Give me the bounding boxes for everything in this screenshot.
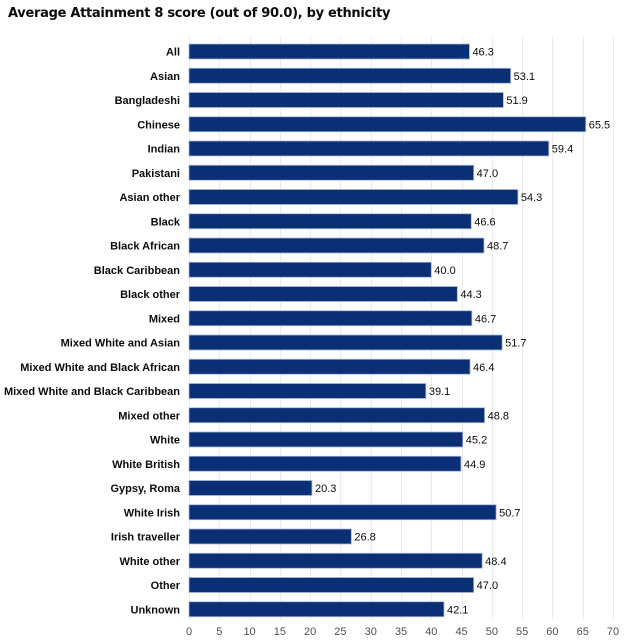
- bar: [188, 286, 458, 302]
- bar: [188, 577, 475, 593]
- bar: [188, 261, 432, 278]
- bar: [188, 189, 519, 205]
- value-label: 53.1: [514, 71, 535, 83]
- bars: [188, 43, 587, 618]
- gridlines: [189, 36, 614, 620]
- category-label: Pakistani: [132, 168, 180, 180]
- x-tick-label: 60: [546, 626, 558, 638]
- value-label: 20.3: [315, 483, 336, 495]
- category-labels: All Asian Bangladeshi Chinese Indian Pakistan…: [4, 47, 181, 617]
- x-tick-label: 35: [395, 626, 407, 638]
- category-label: Bangladeshi: [115, 95, 180, 107]
- category-label: Black other: [120, 289, 181, 301]
- bar: [188, 67, 512, 84]
- value-label: 40.0: [434, 265, 455, 277]
- x-tick-label: 0: [186, 626, 192, 638]
- bar: [188, 383, 427, 399]
- value-label: 48.4: [485, 556, 506, 568]
- category-label: Black: [151, 216, 181, 228]
- category-label: Black African: [110, 241, 180, 253]
- bar: [188, 504, 497, 521]
- category-label: Mixed White and Black Caribbean: [4, 386, 180, 398]
- value-label: 48.8: [488, 410, 509, 422]
- category-label: Chinese: [137, 119, 180, 131]
- x-tick-label: 45: [455, 626, 467, 638]
- value-labels: 46.3 53.1 51.9 65.5 59.4 47.0 54.3 46.6 48.7 40.0…: [315, 47, 610, 617]
- bar: [188, 164, 475, 181]
- category-label: Other: [151, 580, 181, 592]
- value-label: 44.9: [464, 459, 485, 471]
- x-tick-label: 55: [516, 626, 528, 638]
- value-label: 50.7: [499, 507, 520, 519]
- x-tick-label: 5: [216, 626, 222, 638]
- bar: [188, 431, 464, 448]
- bar: [188, 528, 352, 545]
- category-label: Gypsy, Roma: [111, 483, 181, 495]
- category-label: Unknown: [131, 604, 181, 616]
- value-label: 51.9: [506, 95, 527, 107]
- bar: [188, 455, 462, 472]
- bar: [188, 116, 587, 133]
- x-tick-label: 70: [607, 626, 619, 638]
- value-label: 46.3: [472, 47, 493, 59]
- value-label: 45.2: [466, 435, 487, 447]
- value-label: 48.7: [487, 241, 508, 253]
- x-tick-label: 25: [334, 626, 346, 638]
- bar: [188, 237, 485, 254]
- bar: [188, 310, 473, 327]
- x-tick-label: 15: [274, 626, 286, 638]
- value-label: 47.0: [477, 168, 498, 180]
- value-label: 51.7: [505, 338, 526, 350]
- bar: [188, 334, 503, 351]
- bar: [188, 92, 504, 108]
- value-label: 39.1: [429, 386, 450, 398]
- bar: [188, 213, 472, 230]
- x-tick-label: 20: [304, 626, 316, 638]
- chart-title: Average Attainment 8 score (out of 90.0)…: [8, 6, 391, 21]
- value-label: 44.3: [460, 289, 481, 301]
- x-tick-label: 65: [577, 626, 589, 638]
- category-label: White: [150, 435, 180, 447]
- bar: [188, 140, 550, 157]
- category-label: All: [166, 47, 180, 59]
- category-label: Black Caribbean: [94, 265, 180, 277]
- value-label: 46.7: [475, 313, 496, 325]
- value-label: 42.1: [447, 604, 468, 616]
- category-label: Asian other: [119, 192, 180, 204]
- category-label: White other: [120, 556, 181, 568]
- bar: [188, 358, 471, 375]
- category-label: Mixed: [149, 313, 180, 325]
- x-tick-label: 50: [486, 626, 498, 638]
- bar: [188, 480, 313, 496]
- bar: [188, 601, 445, 618]
- value-label: 26.8: [354, 532, 375, 544]
- bar: [188, 43, 470, 60]
- x-tick-label: 30: [365, 626, 377, 638]
- x-axis-ticks: 0 5 10 15 20 25 30 35 40 45 50 55 60 65 70: [186, 626, 619, 638]
- value-label: 47.0: [477, 580, 498, 592]
- x-tick-label: 10: [243, 626, 255, 638]
- bar: [188, 552, 483, 569]
- value-label: 59.4: [552, 144, 573, 156]
- x-tick-label: 40: [425, 626, 437, 638]
- category-label: Mixed White and Asian: [61, 338, 181, 350]
- category-label: Asian: [150, 71, 180, 83]
- category-label: Indian: [148, 144, 181, 156]
- value-label: 65.5: [589, 119, 610, 131]
- category-label: White Irish: [124, 507, 181, 519]
- bar: [188, 407, 485, 424]
- category-label: White British: [112, 459, 180, 471]
- category-label: Mixed other: [118, 410, 180, 422]
- value-label: 54.3: [521, 192, 542, 204]
- value-label: 46.6: [474, 216, 495, 228]
- value-label: 46.4: [473, 362, 494, 374]
- category-label: Irish traveller: [111, 532, 181, 544]
- category-label: Mixed White and Black African: [20, 362, 180, 374]
